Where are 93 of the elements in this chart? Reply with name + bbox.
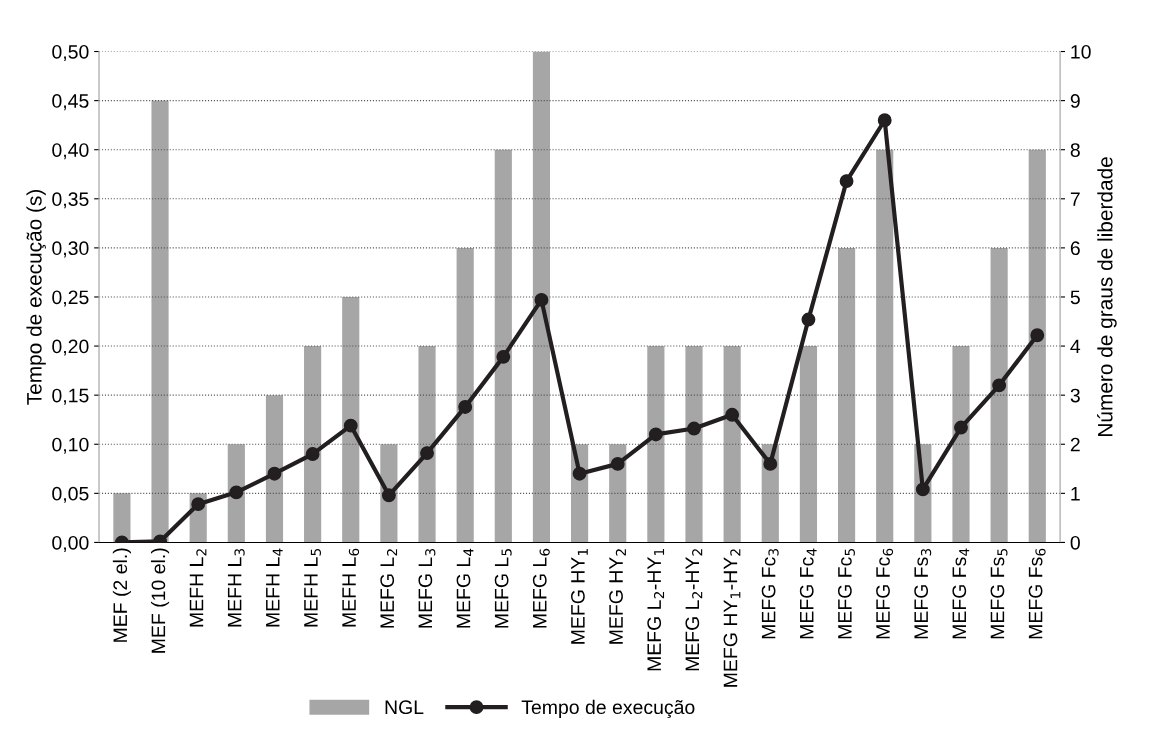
legend-label: Tempo de execução — [521, 699, 695, 719]
point — [648, 427, 663, 442]
x-tick-label: MEFG HY$_{2}$ — [609, 549, 626, 644]
bar — [342, 296, 360, 543]
y2-axis-title: Número de graus de liberdade — [1097, 157, 1117, 436]
y-tick-label: 0,30 — [52, 241, 89, 258]
point — [267, 466, 282, 481]
y2-tick-label: 2 — [1070, 437, 1080, 452]
point — [839, 174, 854, 189]
bar — [456, 247, 474, 543]
x-tick-label: MEFH L$_{2}$ — [189, 549, 207, 627]
point — [572, 466, 587, 481]
point — [610, 456, 625, 471]
y-tick-label: 0,50 — [52, 44, 89, 62]
x-tick-label: MEFH L$_{4}$ — [266, 548, 283, 627]
x-tick-label: MEFG Fc$_{6}$ — [876, 548, 894, 639]
y-axis-title: Tempo de execução (s) — [26, 189, 46, 405]
y2-tick-label: 9 — [1070, 94, 1080, 108]
x-tick-label: MEFH L$_{3}$ — [227, 548, 245, 627]
point — [191, 497, 206, 512]
bar — [799, 346, 818, 543]
x-tick-label: MEFG L$_{2}$-HY$_{1}$ — [647, 549, 665, 671]
y2-tick-label: 0 — [1070, 535, 1080, 550]
x-tick-label: MEFG HY$_{1}$-HY$_{2}$ — [723, 549, 741, 687]
x-tick-label: MEFG L$_{2}$-HY$_{2}$ — [685, 549, 703, 671]
x-tick-label: MEF (2 el.) — [112, 548, 131, 642]
y-tick-label: 0,45 — [52, 94, 89, 111]
point — [915, 482, 930, 497]
bar — [837, 247, 856, 543]
bar — [113, 493, 131, 543]
x-tick-label: MEFG L$_{4}$ — [456, 548, 474, 628]
bar — [151, 100, 169, 543]
legend-label: NGL — [385, 700, 424, 715]
x-tick-label: MEFG Fs$_{4}$ — [952, 548, 970, 639]
bar — [418, 346, 436, 543]
y2-tick-label: 10 — [1071, 44, 1091, 59]
x-tick-label: MEFH L$_{6}$ — [342, 548, 360, 627]
bar — [952, 346, 970, 543]
x-tick-label: MEFG L$_{6}$ — [532, 548, 550, 628]
x-tick-label: MEFG Fc$_{5}$ — [837, 549, 855, 639]
point — [687, 421, 701, 436]
point — [343, 418, 358, 433]
x-tick-label: MEFG L$_{5}$ — [494, 549, 512, 628]
bar — [876, 149, 894, 543]
y-tick-label: 0,00 — [52, 535, 89, 552]
y-tick-label: 0,10 — [52, 437, 89, 454]
bar — [265, 395, 284, 543]
point — [229, 485, 244, 500]
y-tick-label: 0,40 — [52, 143, 89, 160]
point — [877, 113, 892, 128]
point — [725, 407, 740, 422]
bar — [990, 247, 1008, 543]
x-tick-label: MEFG Fs$_{6}$ — [1028, 548, 1046, 639]
y-tick-label: 0,20 — [52, 339, 89, 356]
y-tick-label: 0,25 — [52, 290, 89, 307]
x-tick-label: MEF (10 el.) — [150, 548, 170, 653]
bar — [532, 51, 551, 543]
point — [992, 378, 1007, 393]
point — [801, 312, 816, 327]
bar — [647, 346, 665, 543]
bar — [685, 346, 703, 543]
point — [458, 399, 473, 414]
y2-tick-label: 1 — [1071, 487, 1080, 501]
x-tick-label: MEFG HY$_{1}$ — [571, 549, 588, 644]
y2-tick-label: 6 — [1070, 241, 1080, 256]
x-tick-label: MEFG Fc$_{4}$ — [799, 548, 817, 639]
point — [1030, 328, 1045, 343]
point — [763, 456, 778, 471]
x-tick-label: MEFG L$_{2}$ — [380, 549, 398, 628]
point — [381, 488, 396, 503]
point — [420, 446, 434, 461]
point — [305, 447, 320, 462]
y-tick-label: 0,15 — [52, 388, 89, 405]
y2-tick-label: 3 — [1070, 388, 1080, 403]
y2-tick-label: 8 — [1070, 143, 1080, 157]
bar — [304, 346, 322, 543]
y2-tick-label: 4 — [1070, 339, 1081, 354]
x-tick-label: MEFG Fs$_{5}$ — [990, 549, 1008, 639]
point — [954, 420, 968, 435]
x-tick-label: MEFG L$_{3}$ — [418, 549, 436, 628]
point — [496, 349, 511, 364]
bar — [227, 444, 245, 543]
x-tick-label: MEFG Fc$_{3}$ — [761, 548, 779, 639]
y2-tick-label: 5 — [1070, 290, 1080, 305]
x-tick-label: MEFH L$_{5}$ — [304, 549, 321, 627]
y2-tick-label: 7 — [1070, 192, 1080, 206]
y-tick-label: 0,35 — [52, 192, 89, 209]
bar — [494, 149, 512, 543]
bar — [1028, 149, 1046, 543]
point — [534, 292, 549, 307]
bar — [723, 346, 741, 543]
x-tick-label: MEFG Fs$_{3}$ — [914, 548, 932, 639]
y-tick-label: 0,05 — [52, 486, 89, 503]
